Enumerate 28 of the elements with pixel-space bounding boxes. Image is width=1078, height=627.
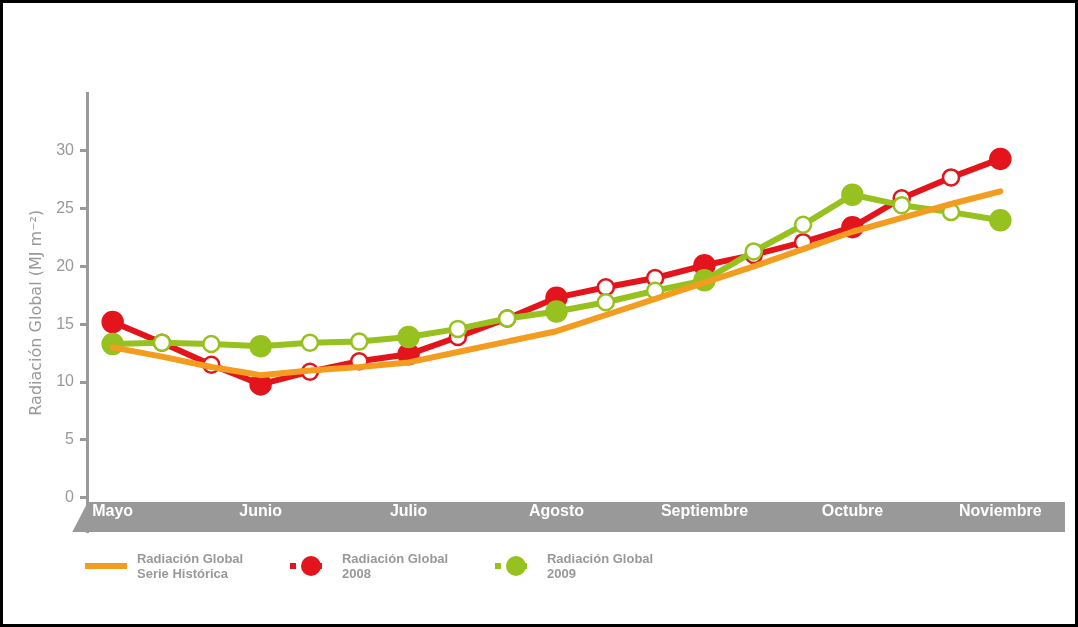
point	[941, 168, 961, 187]
point	[744, 242, 764, 261]
point	[892, 195, 911, 215]
legend-label: Radiación Global Serie Histórica	[136, 551, 245, 581]
y-tick-label: 15	[56, 314, 75, 332]
x-tick-label: Agosto	[528, 502, 585, 520]
y-tick-label: 5	[65, 430, 75, 448]
point	[202, 334, 221, 354]
point	[300, 333, 320, 353]
y-axis-title: Radiación Global (MJ m⁻²)	[25, 209, 45, 416]
y-tick-label: 25	[56, 199, 75, 217]
x-tick-label: Julio	[389, 502, 428, 520]
y-tick-label: 20	[56, 256, 75, 274]
y-tick-label: 30	[56, 141, 75, 159]
legend-label: Radiación Global 2009	[546, 551, 655, 581]
point	[448, 319, 468, 339]
point	[596, 278, 616, 297]
x-tick-label: Mayo	[92, 502, 134, 520]
point	[793, 215, 813, 235]
x-tick-label: Octubre	[821, 502, 884, 520]
point	[596, 293, 616, 312]
y-tick-label: 10	[56, 372, 75, 390]
y-tick-label: 0	[65, 488, 75, 506]
x-tick-label: Septiembre	[660, 502, 749, 520]
legend-label: Radiación Global 2008	[341, 551, 450, 581]
point	[349, 332, 369, 351]
x-tick-label: Junio	[239, 502, 283, 520]
x-tick-label: Noviembre	[958, 502, 1042, 520]
